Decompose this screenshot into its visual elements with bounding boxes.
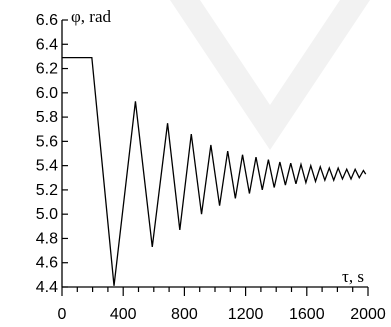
series-layer	[62, 56, 367, 286]
y-tick-label: 6.4	[36, 36, 58, 53]
x-tick-label: 0	[58, 306, 67, 323]
y-tick-label: 5.4	[36, 158, 58, 175]
x-tick-label: 1600	[289, 306, 325, 323]
y-tick-label: 5.2	[36, 182, 58, 199]
y-tick-label: 5.0	[36, 206, 58, 223]
x-axis-label: τ, s	[342, 267, 364, 286]
x-tick-label: 1200	[228, 306, 264, 323]
x-tick-label: 800	[171, 306, 198, 323]
series-line	[62, 56, 367, 286]
x-tick-label: 2000	[350, 306, 386, 323]
ticks	[61, 19, 369, 296]
y-tick-label: 4.4	[36, 279, 58, 296]
y-tick-label: 5.8	[36, 109, 58, 126]
y-tick-label: 6.2	[36, 61, 58, 78]
y-tick-label: 6.0	[36, 85, 58, 102]
y-tick-label: 4.8	[36, 230, 58, 247]
y-tick-label: 6.6	[36, 12, 58, 29]
y-tick-label: 5.6	[36, 133, 58, 150]
y-axis-label: φ, rad	[71, 7, 112, 26]
tick-labels: 4.4 4.6 4.8 5.0 5.2 5.4 5.6 5.8 6.0 6.2 6.4 6.6 0 400…	[36, 12, 386, 323]
axes	[61, 20, 368, 288]
y-tick-label: 4.6	[36, 255, 58, 272]
x-tick-label: 400	[110, 306, 137, 323]
